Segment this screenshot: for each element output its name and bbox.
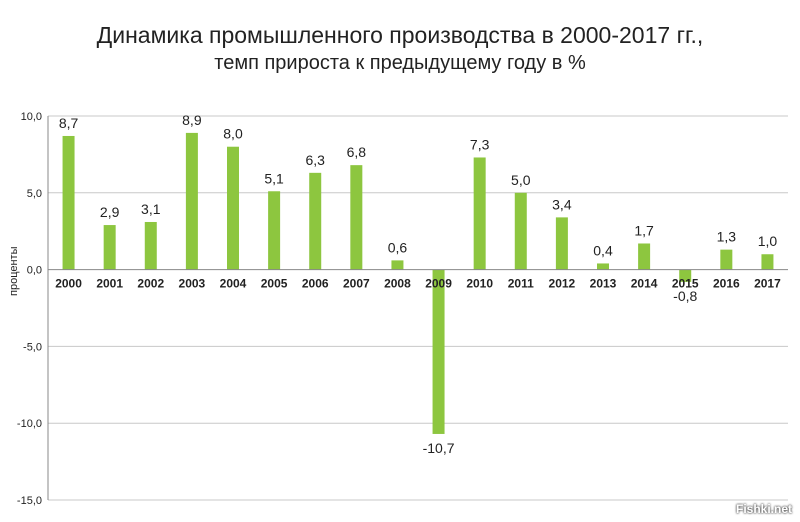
x-tick-label-2000: 2000 — [55, 277, 82, 291]
x-tick-label-2017: 2017 — [754, 277, 781, 291]
x-tick-label-2009: 2009 — [425, 277, 452, 291]
x-tick-label-2008: 2008 — [384, 277, 411, 291]
data-label-2017: 1,0 — [758, 233, 778, 249]
data-label-2000: 8,7 — [59, 115, 79, 131]
y-tick-label: -15,0 — [17, 495, 42, 507]
y-tick-label: 0,0 — [27, 265, 42, 277]
data-label-2014: 1,7 — [634, 222, 654, 238]
y-tick-label: -5,0 — [23, 341, 42, 353]
data-label-2011: 5,0 — [511, 172, 531, 188]
x-tick-label-2005: 2005 — [261, 277, 288, 291]
x-tick-label-2013: 2013 — [590, 277, 617, 291]
bar-2009 — [432, 269, 445, 434]
x-tick-label-2004: 2004 — [220, 277, 247, 291]
bar-2016 — [720, 249, 733, 270]
chart-subtitle: темп прироста к предыдущему году в % — [214, 52, 586, 74]
bar-2010 — [473, 157, 486, 270]
y-tick-label: -10,0 — [17, 418, 42, 430]
data-label-2007: 6,8 — [347, 144, 367, 160]
x-tick-label-2015: 2015 — [672, 277, 699, 291]
x-tick-label-2012: 2012 — [549, 277, 576, 291]
data-label-2016: 1,3 — [717, 229, 737, 245]
bar-2005 — [268, 191, 281, 270]
y-tick-label: 10,0 — [21, 111, 42, 123]
data-label-2004: 8,0 — [223, 126, 243, 142]
bar-2007 — [350, 165, 363, 270]
bar-2006 — [309, 172, 322, 270]
x-tick-label-2006: 2006 — [302, 277, 329, 291]
data-label-2015: -0,8 — [673, 288, 697, 304]
x-tick-label-2003: 2003 — [179, 277, 206, 291]
x-tick-label-2016: 2016 — [713, 277, 740, 291]
y-tick-label: 5,0 — [27, 188, 42, 200]
data-label-2010: 7,3 — [470, 136, 490, 152]
watermark: Fishki.net — [735, 502, 792, 516]
x-tick-label-2014: 2014 — [631, 277, 658, 291]
bar-2017 — [761, 254, 774, 270]
bar-2011 — [514, 192, 527, 270]
bar-2012 — [555, 217, 568, 270]
data-label-2012: 3,4 — [552, 196, 572, 212]
data-label-2013: 0,4 — [593, 242, 613, 258]
chart-title: Динамика промышленного производства в 20… — [96, 22, 704, 48]
data-label-2006: 6,3 — [305, 152, 325, 168]
bar-2003 — [185, 132, 198, 270]
bar-2002 — [144, 221, 157, 270]
data-label-2002: 3,1 — [141, 201, 161, 217]
bar-2008 — [391, 260, 404, 270]
data-label-2009: -10,7 — [423, 440, 455, 456]
bar-2014 — [638, 243, 651, 270]
bar-2001 — [103, 225, 116, 270]
data-label-2003: 8,9 — [182, 112, 202, 128]
x-tick-label-2011: 2011 — [508, 277, 534, 291]
bar-2000 — [62, 135, 75, 270]
data-label-2001: 2,9 — [100, 204, 120, 220]
x-tick-label-2002: 2002 — [137, 277, 164, 291]
data-label-2008: 0,6 — [388, 239, 408, 255]
bar-2004 — [227, 146, 239, 270]
x-tick-label-2010: 2010 — [466, 277, 493, 291]
bar-2015 — [679, 269, 692, 282]
x-tick-label-2007: 2007 — [343, 277, 370, 291]
bar-2013 — [597, 263, 609, 270]
data-label-2005: 5,1 — [264, 170, 284, 186]
x-tick-label-2001: 2001 — [96, 277, 123, 291]
